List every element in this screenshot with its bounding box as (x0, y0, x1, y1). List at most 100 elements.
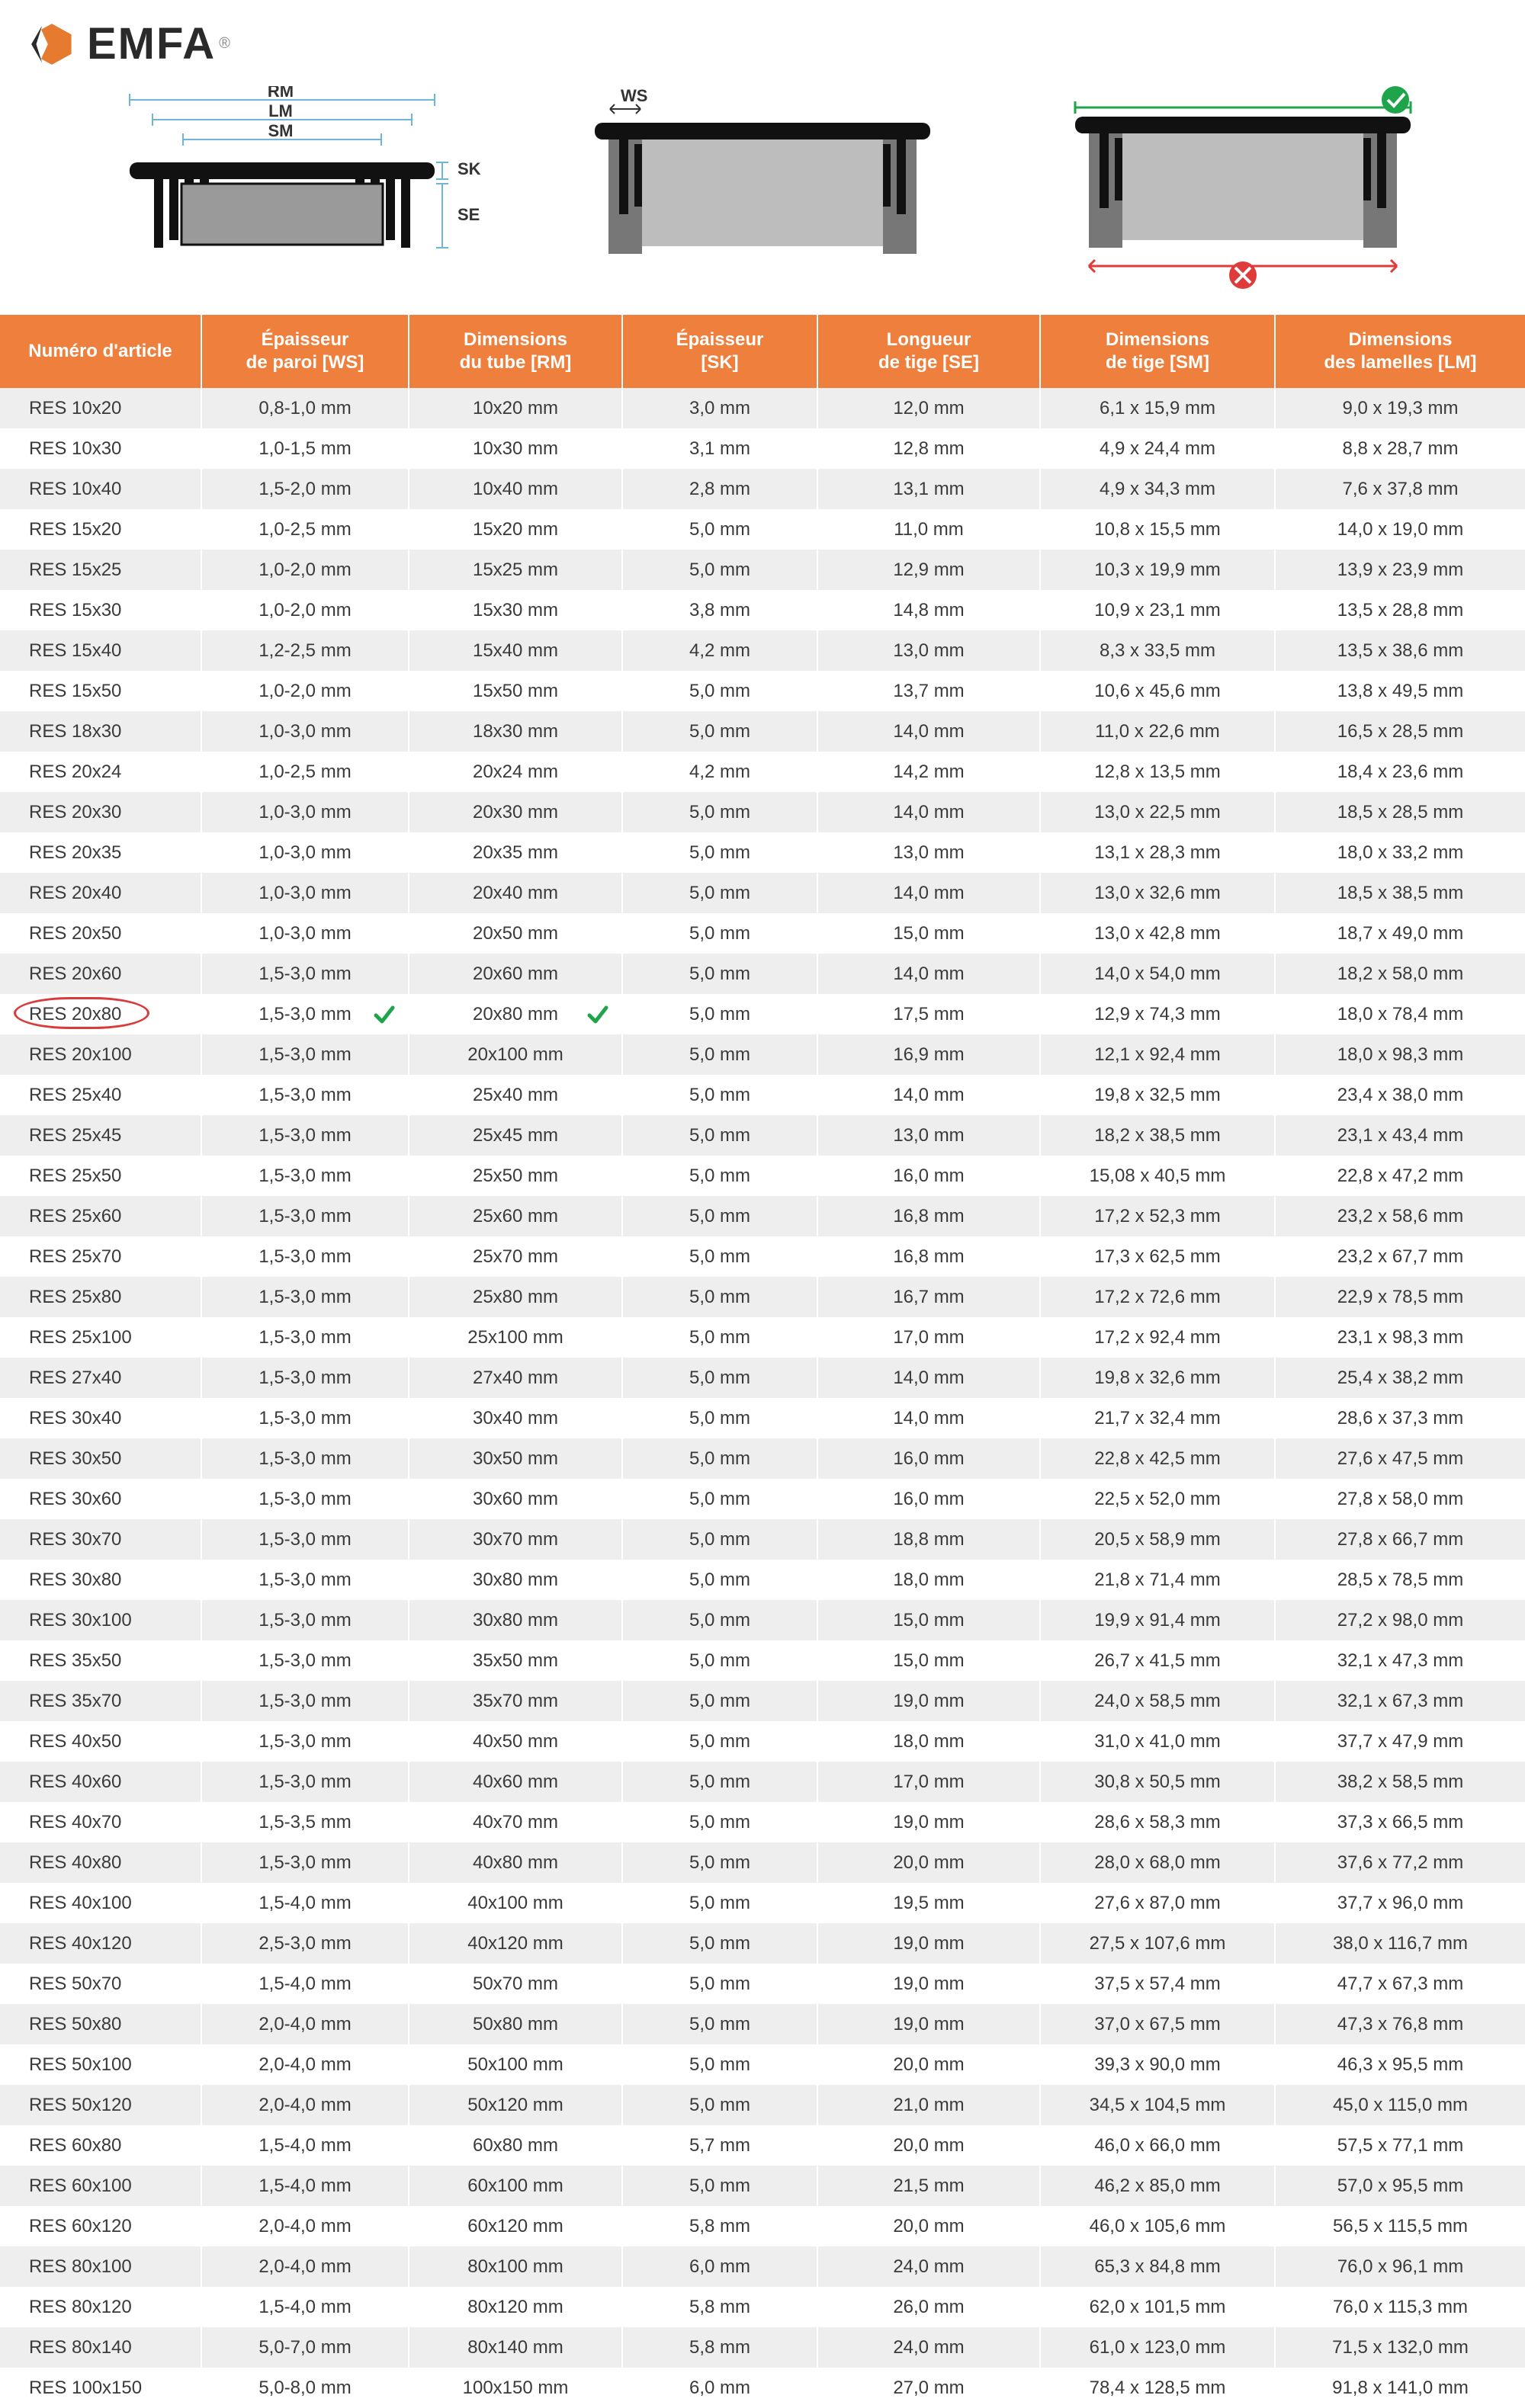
cell: 76,0 x 115,3 mm (1275, 2287, 1525, 2327)
cell: 28,5 x 78,5 mm (1275, 1560, 1525, 1600)
cell: 37,7 x 47,9 mm (1275, 1721, 1525, 1762)
cell: 32,1 x 67,3 mm (1275, 1681, 1525, 1721)
cell: 1,5-4,0 mm (201, 1964, 409, 2004)
table-row: RES 15x501,0-2,0 mm15x50 mm5,0 mm13,7 mm… (0, 671, 1525, 711)
cell: 18,5 x 28,5 mm (1275, 792, 1525, 832)
cell: 32,1 x 47,3 mm (1275, 1640, 1525, 1681)
cell: 5,0 mm (622, 1640, 817, 1681)
table-row: RES 40x601,5-3,0 mm40x60 mm5,0 mm17,0 mm… (0, 1762, 1525, 1802)
cell: 20x40 mm (409, 873, 622, 913)
cell: 1,5-3,0 mm (201, 1196, 409, 1236)
cell: 1,5-3,0 mm (201, 1438, 409, 1479)
label-se: SE (458, 205, 480, 224)
cell: 25x40 mm (409, 1075, 622, 1115)
cell: 5,0 mm (622, 954, 817, 994)
cell: 1,5-3,0 mm (201, 954, 409, 994)
cell: 11,0 x 22,6 mm (1040, 711, 1275, 752)
cell: 1,0-3,0 mm (201, 792, 409, 832)
cell: 12,9 mm (817, 550, 1040, 590)
table-row: RES 35x701,5-3,0 mm35x70 mm5,0 mm19,0 mm… (0, 1681, 1525, 1721)
cell: 10,9 x 23,1 mm (1040, 590, 1275, 630)
table-row: RES 40x501,5-3,0 mm40x50 mm5,0 mm18,0 mm… (0, 1721, 1525, 1762)
cell: 30x70 mm (409, 1519, 622, 1560)
cell: 4,9 x 24,4 mm (1040, 428, 1275, 469)
table-row: RES 60x801,5-4,0 mm60x80 mm5,7 mm20,0 mm… (0, 2125, 1525, 2166)
table-row: RES 40x801,5-3,0 mm40x80 mm5,0 mm20,0 mm… (0, 1842, 1525, 1883)
col-header-2: Dimensionsdu tube [RM] (409, 315, 622, 388)
cell: RES 20x40 (0, 873, 201, 913)
cell: 21,7 x 32,4 mm (1040, 1398, 1275, 1438)
col-header-3: Épaisseur[SK] (622, 315, 817, 388)
cell: 1,5-3,0 mm (201, 1762, 409, 1802)
cell: 20x35 mm (409, 832, 622, 873)
cell: 1,0-2,5 mm (201, 752, 409, 792)
table-row: RES 25x801,5-3,0 mm25x80 mm5,0 mm16,7 mm… (0, 1277, 1525, 1317)
cell: 5,0 mm (622, 1075, 817, 1115)
cell: 80x100 mm (409, 2246, 622, 2287)
cell: 1,0-2,5 mm (201, 509, 409, 550)
cell: 16,5 x 28,5 mm (1275, 711, 1525, 752)
diagrams-row: RM LM SM SK SE WS (0, 79, 1525, 315)
cell: 27,6 x 87,0 mm (1040, 1883, 1275, 1923)
table-row: RES 30x601,5-3,0 mm30x60 mm5,0 mm16,0 mm… (0, 1479, 1525, 1519)
cell: 47,3 x 76,8 mm (1275, 2004, 1525, 2044)
cell: 80x120 mm (409, 2287, 622, 2327)
cell: 14,0 mm (817, 792, 1040, 832)
cell: 5,0 mm (622, 2085, 817, 2125)
cell: 12,8 x 13,5 mm (1040, 752, 1275, 792)
cell: 1,5-3,0 mm (201, 1560, 409, 1600)
col-header-4: Longueurde tige [SE] (817, 315, 1040, 388)
cell: 12,8 mm (817, 428, 1040, 469)
cell: 22,9 x 78,5 mm (1275, 1277, 1525, 1317)
cell: 5,0 mm (622, 1762, 817, 1802)
cell: 30x80 mm (409, 1560, 622, 1600)
cell: 23,1 x 98,3 mm (1275, 1317, 1525, 1358)
cell: 37,0 x 67,5 mm (1040, 2004, 1275, 2044)
cell: 5,0 mm (622, 1398, 817, 1438)
cell: 4,9 x 34,3 mm (1040, 469, 1275, 509)
cell: RES 10x20 (0, 388, 201, 428)
cell: 5,0 mm (622, 1317, 817, 1358)
logo-text: EMFA (87, 18, 216, 69)
table-header: Numéro d'articleÉpaisseurde paroi [WS]Di… (0, 315, 1525, 388)
cell: 6,1 x 15,9 mm (1040, 388, 1275, 428)
cell: 27,8 x 66,7 mm (1275, 1519, 1525, 1560)
cell: RES 40x60 (0, 1762, 201, 1802)
cell: 40x50 mm (409, 1721, 622, 1762)
cell: 13,0 mm (817, 630, 1040, 671)
cell: RES 25x40 (0, 1075, 201, 1115)
cell: 8,3 x 33,5 mm (1040, 630, 1275, 671)
cell: 27,6 x 47,5 mm (1275, 1438, 1525, 1479)
cell: 25,4 x 38,2 mm (1275, 1358, 1525, 1398)
cell: 14,2 mm (817, 752, 1040, 792)
cell: 21,8 x 71,4 mm (1040, 1560, 1275, 1600)
cell: RES 20x30 (0, 792, 201, 832)
col-header-5: Dimensionsde tige [SM] (1040, 315, 1275, 388)
cell: 30x60 mm (409, 1479, 622, 1519)
cell: 18,0 mm (817, 1721, 1040, 1762)
cell: 57,5 x 77,1 mm (1275, 2125, 1525, 2166)
cell: 37,5 x 57,4 mm (1040, 1964, 1275, 2004)
table-row: RES 30x1001,5-3,0 mm30x80 mm5,0 mm15,0 m… (0, 1600, 1525, 1640)
cell: 23,4 x 38,0 mm (1275, 1075, 1525, 1115)
table-row: RES 15x201,0-2,5 mm15x20 mm5,0 mm11,0 mm… (0, 509, 1525, 550)
cell: 22,8 x 42,5 mm (1040, 1438, 1275, 1479)
cell: 25x100 mm (409, 1317, 622, 1358)
table-row: RES 100x1505,0-8,0 mm100x150 mm6,0 mm27,… (0, 2368, 1525, 2408)
cell: RES 25x80 (0, 1277, 201, 1317)
cell: RES 25x50 (0, 1156, 201, 1196)
table-row: RES 20x351,0-3,0 mm20x35 mm5,0 mm13,0 mm… (0, 832, 1525, 873)
cell: 23,2 x 58,6 mm (1275, 1196, 1525, 1236)
cell: RES 80x100 (0, 2246, 201, 2287)
cell: 10x20 mm (409, 388, 622, 428)
cell: RES 10x40 (0, 469, 201, 509)
cell: 65,3 x 84,8 mm (1040, 2246, 1275, 2287)
cell: 13,0 x 42,8 mm (1040, 913, 1275, 954)
cell: 5,0 mm (622, 1196, 817, 1236)
table-row: RES 15x401,2-2,5 mm15x40 mm4,2 mm13,0 mm… (0, 630, 1525, 671)
cell: 26,0 mm (817, 2287, 1040, 2327)
cell: 1,5-3,0 mm (201, 1721, 409, 1762)
cell: 13,1 x 28,3 mm (1040, 832, 1275, 873)
cell: 30x80 mm (409, 1600, 622, 1640)
cell: 13,0 mm (817, 832, 1040, 873)
